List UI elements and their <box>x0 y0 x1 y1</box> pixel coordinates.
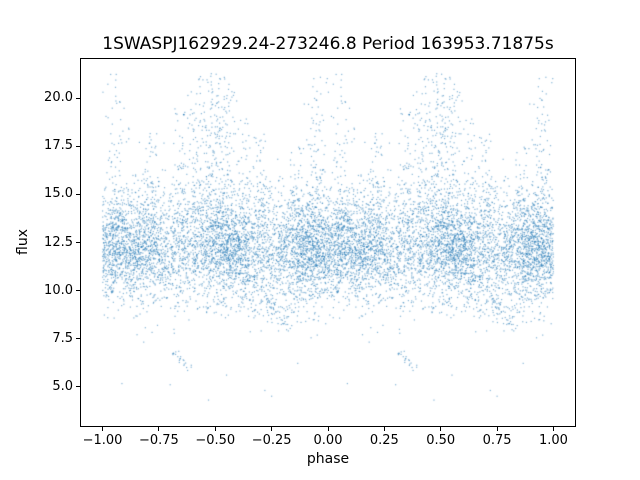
y-tick-mark <box>76 290 80 292</box>
x-tick-mark <box>383 427 385 431</box>
x-tick-label: 0.00 <box>313 433 343 448</box>
x-tick-label: −1.00 <box>82 433 123 448</box>
y-tick-label: 17.5 <box>44 138 73 154</box>
x-tick-mark <box>271 427 273 431</box>
x-tick-mark <box>496 427 498 431</box>
x-tick-label: −0.50 <box>195 433 236 448</box>
x-tick-mark <box>552 427 554 431</box>
chart-title: 1SWASPJ162929.24-273246.8 Period 163953.… <box>102 34 554 54</box>
x-tick-label: 0.25 <box>369 433 399 448</box>
y-tick-label: 20.0 <box>44 90 73 106</box>
x-tick-label: 0.75 <box>482 433 512 448</box>
x-axis-label: phase <box>306 451 350 467</box>
y-tick-mark <box>76 242 80 243</box>
x-tick-label: −0.75 <box>138 433 179 448</box>
y-tick-label: 5.0 <box>52 378 73 394</box>
x-tick-label: 0.50 <box>426 433 456 448</box>
y-tick-mark <box>76 97 80 99</box>
x-tick-mark <box>158 427 160 431</box>
x-tick-mark <box>102 427 104 431</box>
y-tick-mark <box>76 145 80 147</box>
y-tick-mark <box>76 338 80 340</box>
x-tick-label: −0.25 <box>251 433 292 448</box>
y-tick-mark <box>76 386 80 388</box>
scatter-plot-canvas <box>80 58 576 427</box>
y-tick-label: 12.5 <box>44 234 73 250</box>
x-tick-mark <box>440 427 442 431</box>
y-tick-mark <box>76 193 80 195</box>
y-tick-label: 7.5 <box>52 330 73 346</box>
x-tick-mark <box>214 427 216 431</box>
y-tick-label: 10.0 <box>44 282 73 298</box>
x-tick-mark <box>327 427 329 431</box>
x-tick-label: 1.00 <box>538 433 568 448</box>
y-tick-label: 15.0 <box>44 186 73 202</box>
